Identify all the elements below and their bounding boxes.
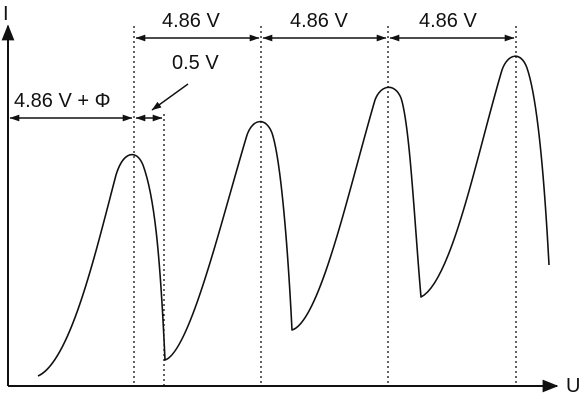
offset-label: 0.5 V bbox=[172, 52, 219, 74]
current-voltage-curve bbox=[37, 55, 550, 377]
offset-pointer-arrow bbox=[151, 83, 189, 111]
spacing-2-label: 4.86 V bbox=[290, 10, 348, 32]
x-axis-label: U bbox=[566, 375, 580, 397]
first-interval-label: 4.86 V + Φ bbox=[14, 90, 111, 112]
spacing-3-label: 4.86 V bbox=[419, 10, 477, 32]
y-axis-label: I bbox=[3, 3, 9, 25]
spacing-1-label: 4.86 V bbox=[162, 10, 220, 32]
